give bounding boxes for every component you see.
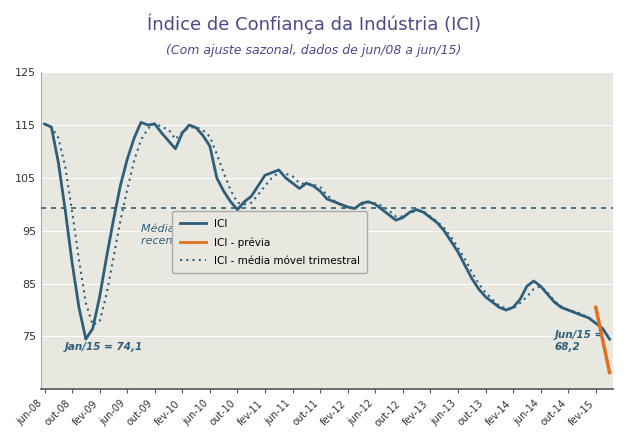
Text: (Com ajuste sazonal, dados de jun/08 a jun/15): (Com ajuste sazonal, dados de jun/08 a j… (166, 44, 462, 57)
Text: Jun/15 =
68,2: Jun/15 = 68,2 (555, 330, 604, 352)
Text: Média histórica
recente = 99,3: Média histórica recente = 99,3 (141, 224, 226, 246)
Text: Índice de Confiança da Indústria (ICI): Índice de Confiança da Indústria (ICI) (147, 13, 481, 34)
Legend: ICI, ICI - prévia, ICI - média móvel trimestral: ICI, ICI - prévia, ICI - média móvel tri… (172, 211, 367, 273)
Text: Jan/15 = 74,1: Jan/15 = 74,1 (65, 342, 143, 352)
